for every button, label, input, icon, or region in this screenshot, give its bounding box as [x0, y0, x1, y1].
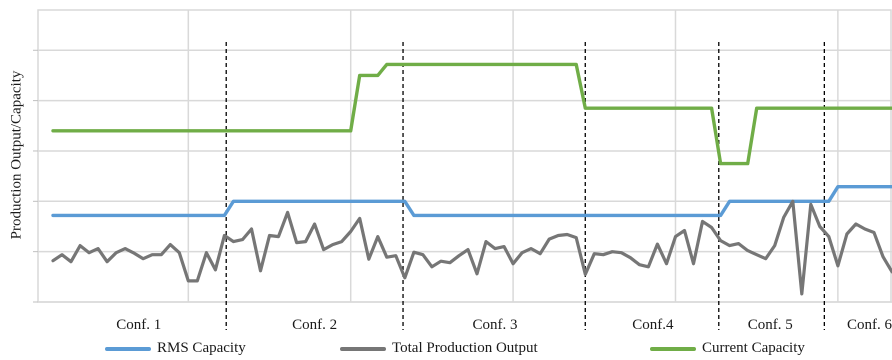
legend-swatch-current-capacity — [650, 346, 696, 351]
series-lines — [51, 62, 892, 296]
config-label-2: Conf. 2 — [292, 317, 337, 333]
legend-item-current-capacity: Current Capacity — [650, 340, 805, 357]
series-line-total-production-output — [51, 199, 892, 296]
config-label-5: Conf. 5 — [748, 317, 793, 333]
y-axis-label: Production Output/Capacity — [8, 70, 25, 240]
config-label-1: Conf. 1 — [116, 317, 161, 333]
legend-label-current-capacity: Current Capacity — [702, 340, 805, 356]
series-line-rms-capacity — [51, 184, 892, 218]
series-line-current-capacity — [51, 62, 892, 166]
legend-swatch-total-production-output — [340, 346, 386, 351]
config-label-6: Conf. 6 — [847, 317, 892, 333]
configuration-labels: Conf. 1 Conf. 2 Conf. 3 Conf.4 Conf. 5 Conf. … — [116, 317, 892, 333]
config-label-4: Conf.4 — [632, 317, 674, 333]
legend-item-total-production-output: Total Production Output — [340, 340, 538, 357]
legend-item-rms-capacity: RMS Capacity — [105, 340, 246, 357]
legend-label-rms-capacity: RMS Capacity — [157, 340, 246, 356]
legend-label-total-production-output: Total Production Output — [392, 340, 538, 356]
legend: RMS Capacity Total Production Output Cur… — [0, 340, 892, 360]
legend-swatch-rms-capacity — [105, 346, 151, 351]
y-axis-label-wrap: Production Output/Capacity — [8, 10, 26, 300]
config-label-3: Conf. 3 — [473, 317, 518, 333]
configuration-dividers — [225, 42, 825, 330]
